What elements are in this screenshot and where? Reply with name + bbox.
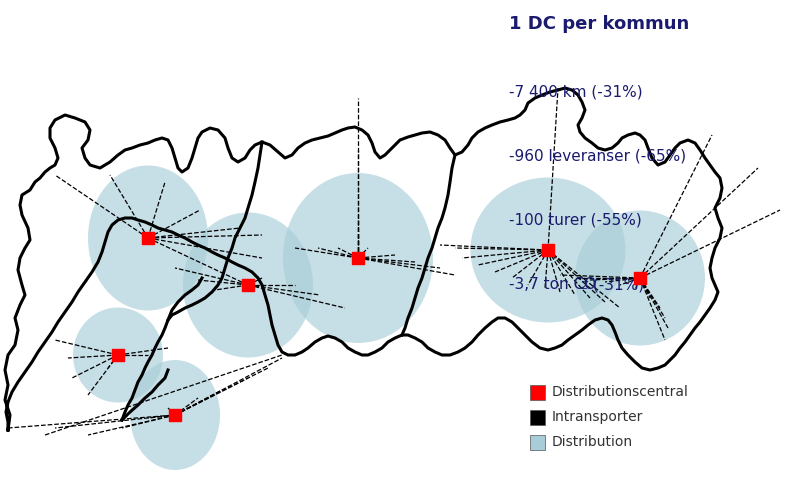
Text: Distributionscentral: Distributionscentral: [552, 385, 689, 399]
Point: [242, 281, 255, 289]
Text: 1 DC per kommun: 1 DC per kommun: [509, 15, 689, 33]
Ellipse shape: [283, 173, 433, 343]
Point: [352, 254, 364, 262]
Point: [541, 246, 554, 254]
Ellipse shape: [575, 210, 705, 346]
Ellipse shape: [183, 212, 313, 357]
Point: [168, 411, 181, 419]
Text: -7 400 km (-31%): -7 400 km (-31%): [509, 84, 642, 99]
Text: Distribution: Distribution: [552, 435, 633, 449]
FancyBboxPatch shape: [530, 385, 545, 400]
Point: [142, 234, 155, 242]
FancyBboxPatch shape: [530, 435, 545, 450]
Text: -100 turer (-55%): -100 turer (-55%): [509, 213, 642, 228]
Ellipse shape: [130, 360, 220, 470]
FancyBboxPatch shape: [530, 410, 545, 425]
Ellipse shape: [470, 178, 626, 323]
Ellipse shape: [73, 307, 163, 402]
Point: [111, 351, 124, 359]
Ellipse shape: [88, 165, 208, 310]
Text: -3,7 ton CO: -3,7 ton CO: [509, 277, 596, 292]
Text: Intransporter: Intransporter: [552, 410, 643, 424]
Text: -960 leveranser (-65%): -960 leveranser (-65%): [509, 148, 686, 163]
Point: [634, 274, 646, 282]
Text: (-31%): (-31%): [588, 277, 644, 292]
Text: 2: 2: [580, 281, 587, 291]
